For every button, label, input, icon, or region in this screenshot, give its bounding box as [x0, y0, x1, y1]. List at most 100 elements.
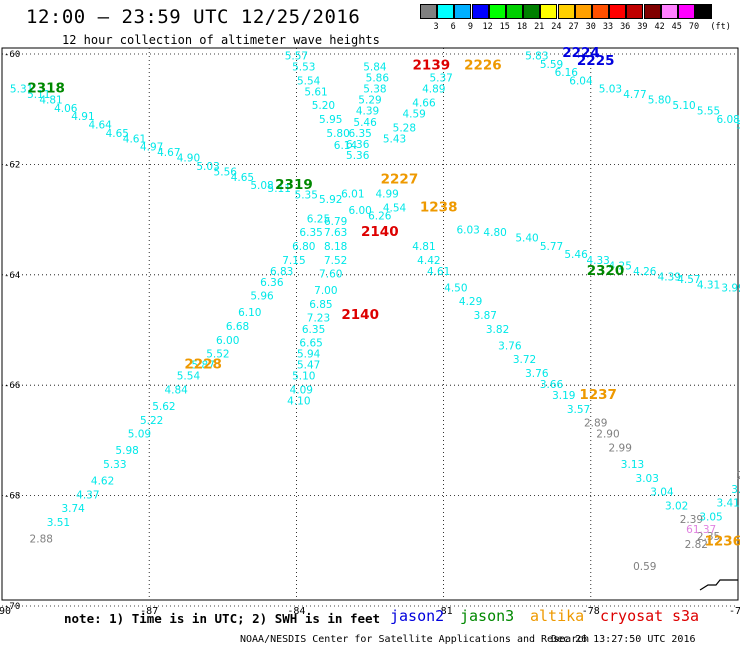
legend-label: 33: [602, 22, 614, 32]
wave-height-value: 4.37: [76, 489, 99, 501]
wave-height-value: 3.13: [621, 459, 644, 471]
wave-height-value: 2.99: [609, 442, 632, 454]
satellite-label-jason3: jason3: [460, 607, 515, 625]
wave-height-value: 6.36: [260, 277, 284, 289]
wave-height-value: 3.03: [636, 473, 659, 485]
wave-height-value: 3.02: [665, 500, 688, 512]
wave-height-value: 5.52: [206, 349, 229, 361]
legend-swatch: [592, 4, 609, 19]
wave-height-value: 5.62: [152, 401, 175, 413]
wave-height-value: 4.81: [412, 241, 435, 253]
wave-height-value: 3.05: [699, 511, 722, 523]
satellite-label-jason2: jason2: [390, 607, 445, 625]
satellite-label-altika: altika: [530, 607, 585, 625]
wave-height-value: 4.25: [609, 260, 632, 272]
wave-height-value: 6.35: [299, 227, 322, 239]
wave-height-value: 5.80: [326, 128, 349, 140]
wave-height-value: 6.08: [716, 114, 739, 126]
wave-height-value: 2.35: [697, 531, 720, 543]
legend-swatch: [574, 4, 592, 19]
wave-height-value: 5.11: [27, 89, 50, 101]
wave-height-value: 3.66: [540, 379, 564, 391]
wave-height-value: 6.35: [348, 128, 371, 140]
wave-height-value: 5.29: [358, 95, 381, 107]
wave-height-value: 4.90: [177, 153, 200, 165]
wave-height-value: 5.31: [10, 84, 33, 96]
wave-height-value: 5.03: [196, 161, 219, 173]
wave-height-value: 0.59: [633, 561, 656, 573]
wave-height-value: 6.80: [292, 241, 315, 253]
wave-height-value: 4.65: [231, 172, 254, 184]
wave-height-value: 5.56: [214, 166, 238, 178]
wave-height-value: 5.55: [697, 106, 720, 118]
legend-label: 15: [499, 22, 510, 32]
track-time-label: 2228: [184, 357, 222, 373]
wave-height-value: 5.92: [319, 194, 342, 206]
wave-height-value: 3.57: [567, 404, 590, 416]
track-time-label: 2140: [361, 224, 399, 240]
wave-height-value: 5.83: [525, 51, 548, 63]
wave-height-value: 4.39: [356, 106, 379, 118]
wave-height-value: 5.65: [736, 120, 740, 132]
y-tick-label: -60: [4, 50, 20, 60]
track-time-label: 2318: [27, 81, 65, 97]
track-time-label: 2140: [341, 307, 379, 323]
legend-swatch: [609, 4, 627, 19]
track-time-label: 2226: [464, 57, 502, 73]
wave-height-value: 5.87: [191, 360, 214, 372]
legend-label: 27: [568, 22, 579, 32]
wave-height-value: 3.41: [716, 498, 739, 510]
wave-height-value: 5.53: [292, 62, 315, 74]
wave-height-value: 6.36: [346, 139, 370, 151]
legend-label: 39: [637, 22, 648, 32]
wave-height-value: 3.72: [513, 354, 536, 366]
legend-label: 21: [534, 22, 545, 32]
wave-height-value: 5.54: [177, 371, 201, 383]
wave-height-value: 4.97: [140, 142, 163, 154]
wave-height-value: 2.39: [680, 514, 703, 526]
wave-height-value: 5.61: [304, 86, 327, 98]
wave-height-value: 6.00: [348, 205, 371, 217]
wave-height-value: 4.39: [658, 271, 681, 283]
wave-height-value: 4.10: [287, 396, 310, 408]
y-tick-label: -66: [4, 381, 20, 391]
track-time-label: 2319: [275, 177, 313, 193]
y-tick-label: -68: [4, 492, 20, 502]
wave-height-value: 5.20: [312, 100, 335, 112]
y-tick-label: -70: [4, 602, 20, 612]
wave-height-value: 3.51: [47, 517, 70, 529]
wave-height-value: 61.37: [686, 524, 716, 536]
wave-height-value: 4.54: [383, 202, 407, 214]
wave-height-value: 6.85: [309, 299, 332, 311]
legend-swatch: [695, 4, 713, 19]
legend-swatch: [557, 4, 575, 19]
legend-label: 3: [433, 22, 439, 32]
wave-height-value: 6.14: [334, 140, 358, 152]
x-tick-label: -90: [0, 606, 11, 617]
wave-height-value: 4.42: [417, 255, 440, 267]
legend-label: 45: [671, 22, 682, 32]
wave-height-value: 6.65: [299, 338, 322, 350]
wave-height-value: 6.83: [270, 266, 293, 278]
wave-height-value: 5.77: [540, 241, 563, 253]
legend-swatch: [523, 4, 541, 19]
legend-swatch: [643, 4, 661, 19]
wave-height-value: 4.61: [427, 266, 450, 278]
wave-height-value: 5.46: [564, 249, 588, 261]
wave-height-value: 5.09: [128, 429, 151, 441]
wave-height-value: 6.00: [216, 335, 239, 347]
wave-height-value: 5.10: [292, 371, 315, 383]
wave-height-value: 4.65: [106, 128, 129, 140]
legend-label: 24: [551, 22, 562, 32]
wave-height-value: 4.62: [91, 476, 114, 488]
legend-label: 18: [516, 22, 528, 32]
wave-height-value: 4.67: [157, 147, 180, 159]
wave-height-value: 5.54: [297, 75, 321, 87]
wave-height-value: 5.37: [429, 73, 452, 85]
wave-height-value: 7.52: [324, 255, 347, 267]
wave-height-value: 2.9: [737, 470, 740, 482]
legend-swatch: [420, 4, 437, 19]
wave-height-value: 4.57: [677, 274, 700, 286]
satellite-label-cryosat: cryosat: [600, 607, 664, 625]
wave-height-value: 2.88: [30, 534, 53, 546]
